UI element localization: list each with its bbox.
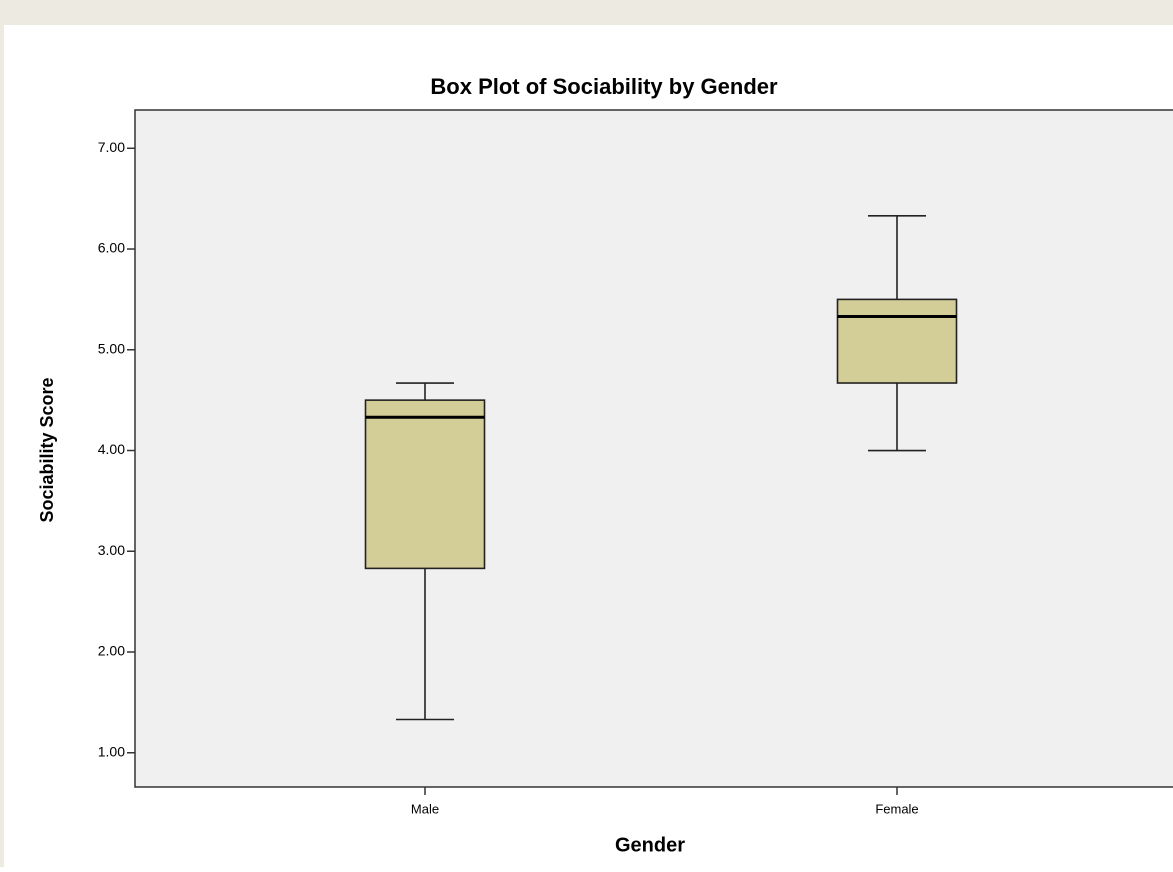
- x-axis-label: Gender: [615, 834, 685, 856]
- y-tick-label: 7.00: [98, 139, 125, 155]
- x-tick-label: Female: [875, 801, 918, 816]
- chart-title: Box Plot of Sociability by Gender: [430, 74, 778, 99]
- y-tick-label: 6.00: [98, 240, 125, 256]
- y-tick-label: 2.00: [98, 643, 125, 659]
- y-axis-label: Sociability Score: [37, 377, 57, 522]
- top-bar: [0, 0, 1173, 25]
- left-edge: [0, 25, 4, 867]
- plot-area: [134, 109, 1173, 788]
- y-tick-label: 4.00: [98, 441, 125, 457]
- y-tick-label: 1.00: [98, 743, 125, 759]
- y-tick-label: 3.00: [98, 542, 125, 558]
- box: [836, 298, 958, 384]
- y-tick-label: 5.00: [98, 340, 125, 356]
- box: [364, 399, 486, 570]
- x-tick-label: Male: [411, 801, 439, 816]
